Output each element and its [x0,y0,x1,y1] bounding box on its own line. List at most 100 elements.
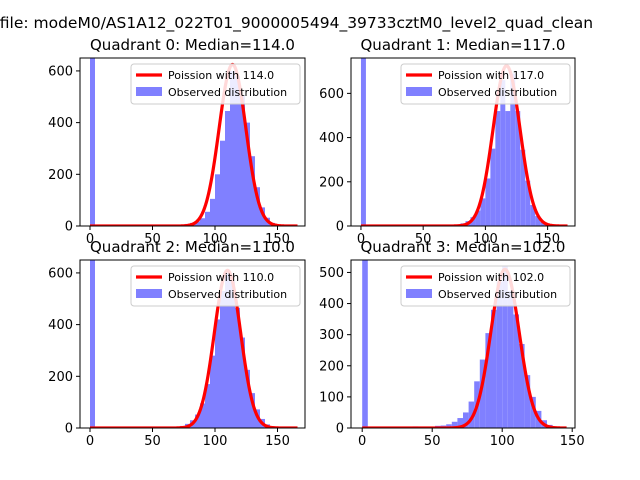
legend: Poission with 114.0 Observed distribution [130,63,301,105]
histogram-bar [195,221,200,226]
histogram-bar [250,393,255,428]
histogram-bar [530,205,536,226]
y-tick-label: 200 [319,175,344,190]
histogram-bar [220,140,225,226]
histogram-bar [255,187,260,226]
histogram-bar [515,111,521,226]
histogram-bar [235,307,240,428]
histogram-bar [468,401,475,428]
legend-bar-swatch [136,289,162,298]
quadrant-1-plot [359,58,569,226]
quadrant-3-axes: 0 50 100 150 0 100 200 300 400 500 Quadrant 3: Med… [319,238,584,449]
quadrant-title: Quadrant 2: Median=110.0 [90,238,295,256]
legend-box [130,63,301,105]
histogram-bar [90,260,95,428]
x-tick-label: 150 [265,434,290,449]
histogram-bar [230,70,235,226]
legend-bar-swatch [406,87,432,96]
histogram-bar [245,369,250,428]
legend-entry-poisson: Poission with 110.0 [168,271,274,284]
x-tick-label: 150 [560,434,585,449]
x-tick-label: 0 [86,434,94,449]
histogram-bar [485,333,491,428]
histogram-bar [535,216,541,226]
histogram-bar [240,95,245,226]
x-tick-label: 50 [424,434,441,449]
legend-box [130,265,301,307]
figure-suptitle: n file: modeM0/AS1A12_022T01_9000005494_… [0,14,640,34]
y-tick-label: 0 [336,422,344,437]
histogram-bar [490,148,496,226]
y-tick-label: 600 [319,87,344,102]
x-tick-label: 0 [358,434,366,449]
histogram-bar [205,384,210,428]
y-tick-label: 100 [319,390,344,405]
quadrant-2-plot [89,260,299,428]
legend-entry-observed: Observed distribution [438,288,557,301]
histogram-bar [496,281,503,428]
legend-entry-poisson: Poission with 117.0 [438,69,544,82]
axes-frame [350,57,576,227]
histogram-bar [90,58,95,226]
x-tick-label: 50 [415,232,432,247]
legend-box [400,63,571,105]
legend: Poission with 102.0 Observed distribution [400,265,571,307]
histogram-bar [360,58,366,226]
quadrant-0-axes: 0 50 100 150 0 200 400 600 Quadrant 0: Median=11… [48,36,306,247]
quadrant-1-axes: 0 50 100 150 0 200 400 600 Quadrant 1: Median=11… [319,36,576,247]
x-tick-label: 0 [86,232,94,247]
x-tick-label: 150 [535,232,560,247]
histogram-bar [215,174,220,226]
x-tick-label: 100 [203,434,228,449]
histogram-bar [230,280,235,428]
histogram-bar [505,111,511,226]
y-tick-label: 200 [48,168,73,183]
histogram-bar [210,198,215,226]
legend-entry-poisson: Poission with 102.0 [438,271,544,284]
histogram-bar [470,217,476,226]
legend-entry-observed: Observed distribution [168,86,287,99]
y-tick-label: 400 [48,318,73,333]
histogram-bar [495,111,501,226]
histogram-bar [200,403,205,428]
histogram-bar [520,149,526,226]
poisson-curve [89,268,299,428]
histogram-bar [362,260,368,428]
histogram-bar [524,375,531,428]
poisson-curve [361,267,568,428]
legend-box [400,265,571,307]
histogram-bar [500,80,506,226]
y-tick-label: 300 [319,328,344,343]
histogram-bar [475,210,481,226]
quadrant-title: Quadrant 1: Median=117.0 [361,36,566,54]
legend: Poission with 110.0 Observed distribution [130,265,301,307]
x-tick-label: 100 [490,434,515,449]
x-tick-label: 100 [203,232,228,247]
quadrant-title: Quadrant 0: Median=114.0 [90,36,295,54]
x-tick-label: 100 [473,232,498,247]
axes-frame [350,259,576,429]
y-tick-label: 400 [319,297,344,312]
histogram-bar [205,211,210,226]
histogram-bar [513,314,519,428]
x-tick-label: 50 [144,434,161,449]
histogram-bar [220,291,225,428]
histogram-bar [480,198,486,226]
histogram-bar [507,291,514,428]
histogram-bar [446,424,452,428]
y-tick-label: 200 [48,370,73,385]
histogram-bar [195,414,200,428]
legend-bar-swatch [406,289,432,298]
quadrant-title: Quadrant 3: Median=102.0 [361,238,566,256]
legend-entry-observed: Observed distribution [438,86,557,99]
histogram-bar [225,272,230,428]
histogram-bar [491,309,497,428]
histogram-bar [215,319,220,428]
y-tick-label: 200 [319,359,344,374]
x-tick-label: 150 [265,232,290,247]
legend: Poission with 117.0 Observed distribution [400,63,571,105]
histogram-bar [479,359,486,428]
histogram-bar [510,73,516,226]
legend-bar-swatch [136,87,162,96]
